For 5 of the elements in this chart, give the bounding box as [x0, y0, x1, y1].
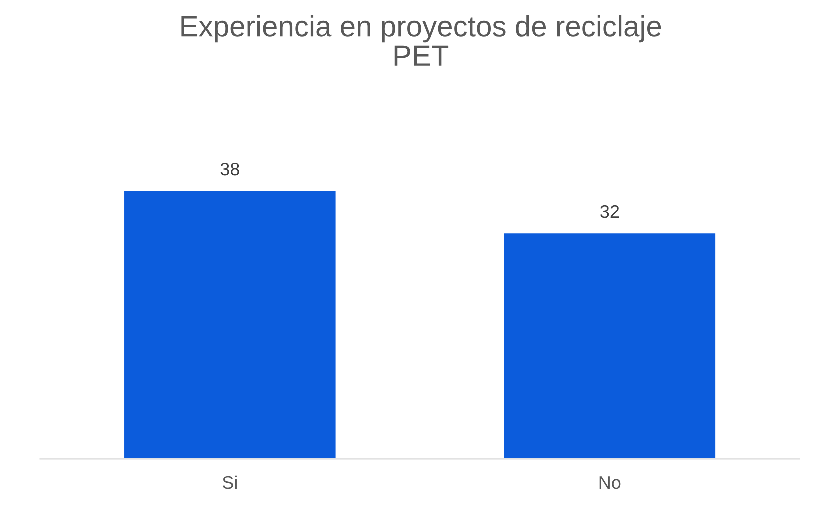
data-label: 32	[600, 205, 620, 218]
data-label: 38	[220, 162, 240, 176]
chart-title: Experiencia en proyectos de reciclaje PET	[182, 15, 662, 66]
x-tick-label: Si	[222, 476, 237, 490]
x-tick-label: No	[600, 476, 621, 490]
